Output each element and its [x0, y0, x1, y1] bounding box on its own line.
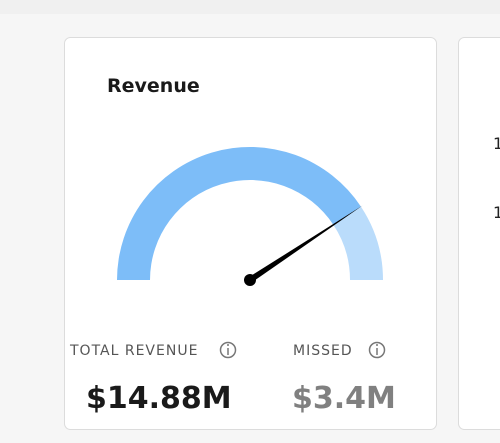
info-icon[interactable]	[368, 341, 386, 359]
side-card	[458, 37, 500, 430]
gauge	[117, 146, 383, 286]
stat-label: MISSED	[293, 343, 353, 359]
gauge-segment	[117, 146, 361, 280]
gauge-needle	[248, 205, 363, 283]
card-title: Revenue	[107, 75, 200, 97]
gauge-segment	[333, 206, 383, 280]
stat-value: $14.88M	[86, 381, 232, 416]
side-label: 1	[493, 134, 500, 153]
stat-value: $3.4M	[292, 381, 396, 416]
needle-pivot	[244, 274, 256, 286]
top-bar	[0, 0, 500, 14]
revenue-card	[64, 37, 437, 430]
side-label: 1	[493, 203, 500, 222]
stat-label: TOTAL REVENUE	[69, 343, 198, 359]
info-icon[interactable]	[219, 341, 237, 359]
